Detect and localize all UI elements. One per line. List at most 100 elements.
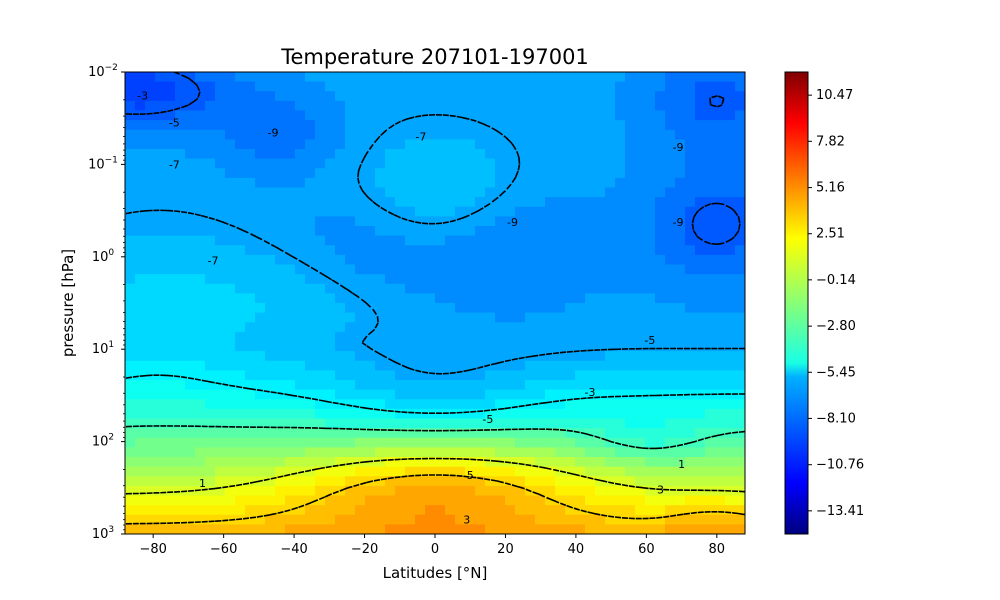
- heatmap-cell: [165, 197, 176, 208]
- heatmap-cell: [735, 226, 745, 237]
- heatmap-cell: [215, 235, 226, 246]
- heatmap-cell: [515, 168, 526, 179]
- heatmap-cell: [345, 274, 356, 285]
- heatmap-cell: [385, 216, 396, 227]
- heatmap-cell: [135, 283, 146, 294]
- heatmap-cell: [255, 312, 266, 323]
- heatmap-cell: [605, 158, 616, 169]
- heatmap-cell: [125, 235, 136, 246]
- heatmap-cell: [575, 408, 586, 420]
- heatmap-cell: [555, 360, 566, 371]
- heatmap-cell: [165, 428, 176, 439]
- heatmap-cell: [555, 457, 566, 468]
- heatmap-cell: [225, 360, 236, 371]
- heatmap-cell: [185, 437, 196, 448]
- heatmap-cell: [735, 293, 745, 304]
- heatmap-cell: [335, 322, 346, 333]
- heatmap-cell: [685, 129, 696, 140]
- heatmap-cell: [215, 100, 226, 112]
- heatmap-cell: [735, 380, 745, 391]
- heatmap-cell: [535, 485, 546, 497]
- heatmap-cell: [455, 283, 466, 294]
- heatmap-cell: [645, 216, 656, 227]
- heatmap-cell: [235, 187, 246, 198]
- heatmap-cell: [345, 303, 356, 314]
- heatmap-cell: [625, 81, 636, 92]
- contour-label: -7: [208, 255, 219, 268]
- heatmap-cell: [535, 399, 546, 410]
- heatmap-cell: [235, 72, 246, 83]
- heatmap-cell: [595, 72, 606, 83]
- heatmap-cell: [725, 514, 736, 525]
- heatmap-cell: [465, 389, 476, 400]
- heatmap-cell: [515, 158, 526, 169]
- heatmap-cell: [495, 360, 506, 371]
- heatmap-cell: [415, 485, 426, 497]
- heatmap-cell: [695, 100, 706, 112]
- heatmap-cell: [735, 351, 745, 362]
- heatmap-cell: [715, 351, 726, 362]
- heatmap-cell: [185, 216, 196, 227]
- heatmap-cell: [325, 370, 336, 381]
- heatmap-cell: [205, 120, 216, 131]
- heatmap-cell: [325, 495, 336, 506]
- heatmap-cell: [325, 120, 336, 131]
- heatmap-cell: [375, 351, 386, 362]
- heatmap-cell: [375, 389, 386, 400]
- heatmap-cell: [425, 245, 436, 256]
- heatmap-cell: [575, 437, 586, 448]
- heatmap-cell: [685, 399, 696, 410]
- heatmap-cell: [515, 100, 526, 112]
- heatmap-cell: [355, 380, 366, 391]
- heatmap-cell: [675, 331, 686, 343]
- heatmap-cell: [445, 303, 456, 314]
- heatmap-cell: [545, 235, 556, 246]
- heatmap-cell: [665, 177, 676, 189]
- heatmap-cell: [305, 283, 316, 294]
- heatmap-cell: [125, 428, 136, 439]
- heatmap-cell: [655, 235, 666, 246]
- heatmap-cell: [665, 274, 676, 285]
- x-axis-label: Latitudes [°N]: [383, 564, 488, 582]
- heatmap-cell: [425, 485, 436, 497]
- heatmap-cell: [615, 466, 626, 477]
- heatmap-cell: [695, 476, 706, 487]
- heatmap-cell: [445, 524, 456, 534]
- heatmap-cell: [245, 226, 256, 237]
- heatmap-cell: [365, 514, 376, 525]
- heatmap-cell: [685, 139, 696, 150]
- heatmap-cell: [395, 360, 406, 371]
- heatmap-cell: [555, 428, 566, 439]
- heatmap-cell: [245, 235, 256, 246]
- heatmap-cell: [365, 331, 376, 343]
- heatmap-cell: [345, 428, 356, 439]
- heatmap-cell: [455, 177, 466, 189]
- y-tick-label: 103: [92, 525, 114, 542]
- heatmap-cell: [515, 264, 526, 275]
- heatmap-cell: [205, 457, 216, 468]
- heatmap-cell: [565, 168, 576, 179]
- heatmap-cell: [725, 216, 736, 227]
- heatmap-cell: [285, 341, 296, 352]
- heatmap-cell: [585, 476, 596, 487]
- heatmap-cell: [225, 351, 236, 362]
- heatmap-cell: [635, 197, 646, 208]
- heatmap-cell: [675, 524, 686, 534]
- heatmap-cell: [615, 254, 626, 266]
- heatmap-cell: [465, 226, 476, 237]
- heatmap-cell: [435, 428, 446, 439]
- heatmap-cell: [275, 389, 286, 400]
- heatmap-cell: [465, 168, 476, 179]
- heatmap-cell: [155, 341, 166, 352]
- heatmap-cell: [695, 322, 706, 333]
- heatmap-cell: [265, 235, 276, 246]
- heatmap-cell: [635, 216, 646, 227]
- heatmap-cell: [155, 351, 166, 362]
- heatmap-cell: [705, 254, 716, 266]
- heatmap-cell: [175, 457, 186, 468]
- heatmap-cell: [665, 264, 676, 275]
- heatmap-cell: [705, 274, 716, 285]
- heatmap-cell: [645, 91, 656, 102]
- heatmap-cell: [655, 197, 666, 208]
- heatmap-cell: [205, 303, 216, 314]
